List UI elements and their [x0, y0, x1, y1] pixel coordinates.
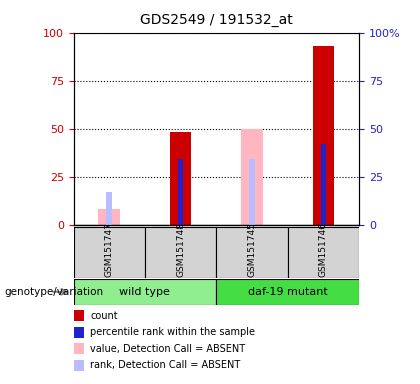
- Text: rank, Detection Call = ABSENT: rank, Detection Call = ABSENT: [90, 360, 241, 370]
- Text: GSM151747: GSM151747: [105, 222, 114, 277]
- Bar: [312, 46, 334, 225]
- Bar: [288, 227, 359, 278]
- Bar: [216, 227, 288, 278]
- Text: value, Detection Call = ABSENT: value, Detection Call = ABSENT: [90, 344, 245, 354]
- Text: wild type: wild type: [119, 287, 171, 297]
- Text: count: count: [90, 311, 118, 321]
- Text: GSM151745: GSM151745: [247, 222, 257, 277]
- Bar: [145, 227, 216, 278]
- Bar: [74, 279, 216, 305]
- Bar: [98, 209, 120, 225]
- Bar: [320, 144, 326, 225]
- Text: GSM151748: GSM151748: [176, 222, 185, 277]
- Bar: [216, 279, 359, 305]
- Bar: [241, 129, 263, 225]
- Bar: [106, 192, 112, 225]
- Bar: [178, 159, 184, 225]
- Text: percentile rank within the sample: percentile rank within the sample: [90, 327, 255, 337]
- Text: genotype/variation: genotype/variation: [4, 287, 103, 297]
- Bar: [170, 132, 191, 225]
- Text: GSM151746: GSM151746: [319, 222, 328, 277]
- Title: GDS2549 / 191532_at: GDS2549 / 191532_at: [140, 13, 293, 27]
- Bar: [74, 227, 145, 278]
- Text: daf-19 mutant: daf-19 mutant: [248, 287, 328, 297]
- Bar: [249, 159, 255, 225]
